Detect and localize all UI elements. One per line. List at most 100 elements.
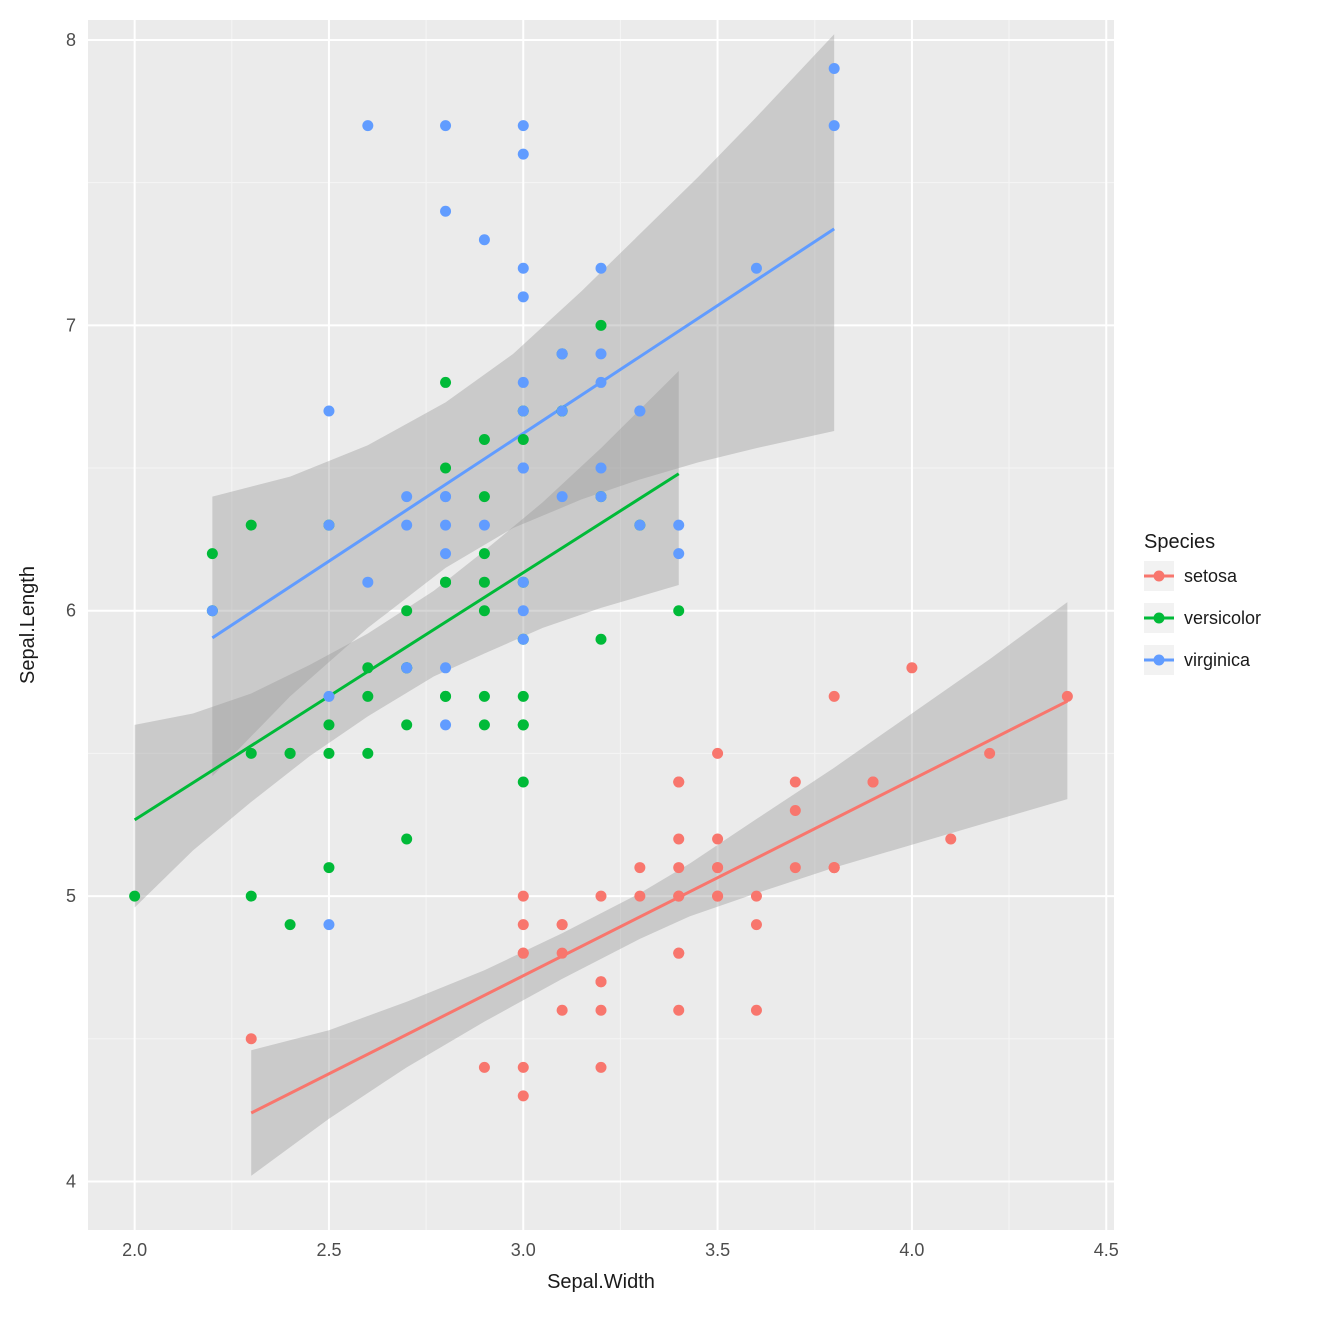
data-point-setosa xyxy=(712,834,723,845)
data-point-setosa xyxy=(518,1090,529,1101)
data-point-virginica xyxy=(751,263,762,274)
data-point-setosa xyxy=(518,919,529,930)
data-point-virginica xyxy=(323,919,334,930)
data-point-setosa xyxy=(829,691,840,702)
data-point-versicolor xyxy=(246,891,257,902)
data-point-virginica xyxy=(323,691,334,702)
data-point-virginica xyxy=(518,405,529,416)
data-point-setosa xyxy=(1062,691,1073,702)
data-point-virginica xyxy=(518,263,529,274)
data-point-versicolor xyxy=(479,691,490,702)
data-point-virginica xyxy=(479,234,490,245)
data-point-virginica xyxy=(557,491,568,502)
data-point-virginica xyxy=(440,662,451,673)
data-point-setosa xyxy=(673,862,684,873)
data-point-virginica xyxy=(207,605,218,616)
data-point-virginica xyxy=(596,463,607,474)
data-point-virginica xyxy=(323,520,334,531)
data-point-versicolor xyxy=(479,434,490,445)
data-point-versicolor xyxy=(323,719,334,730)
data-point-versicolor xyxy=(323,862,334,873)
data-point-versicolor xyxy=(518,776,529,787)
data-point-virginica xyxy=(634,405,645,416)
data-point-setosa xyxy=(673,834,684,845)
chart-svg: 2.02.53.03.54.04.545678Sepal.WidthSepal.… xyxy=(0,0,1344,1344)
data-point-setosa xyxy=(246,1033,257,1044)
y-tick-label: 4 xyxy=(66,1171,76,1191)
data-point-versicolor xyxy=(479,605,490,616)
data-point-virginica xyxy=(518,291,529,302)
data-point-setosa xyxy=(596,1005,607,1016)
data-point-setosa xyxy=(790,805,801,816)
data-point-versicolor xyxy=(518,719,529,730)
data-point-virginica xyxy=(440,520,451,531)
data-point-versicolor xyxy=(479,548,490,559)
data-point-setosa xyxy=(479,1062,490,1073)
data-point-setosa xyxy=(518,948,529,959)
x-tick-label: 3.0 xyxy=(511,1240,536,1260)
data-point-setosa xyxy=(557,1005,568,1016)
x-tick-label: 4.5 xyxy=(1094,1240,1119,1260)
legend: Speciessetosaversicolorvirginica xyxy=(1144,531,1261,675)
data-point-virginica xyxy=(479,520,490,531)
data-point-setosa xyxy=(945,834,956,845)
data-point-versicolor xyxy=(323,748,334,759)
scatter-chart: 2.02.53.03.54.04.545678Sepal.WidthSepal.… xyxy=(0,0,1344,1344)
data-point-virginica xyxy=(518,605,529,616)
data-point-setosa xyxy=(829,862,840,873)
data-point-virginica xyxy=(673,520,684,531)
data-point-setosa xyxy=(673,948,684,959)
data-point-versicolor xyxy=(440,377,451,388)
data-point-virginica xyxy=(518,577,529,588)
data-point-versicolor xyxy=(518,691,529,702)
legend-title: Species xyxy=(1144,531,1215,553)
data-point-setosa xyxy=(518,1062,529,1073)
data-point-setosa xyxy=(984,748,995,759)
x-tick-label: 2.0 xyxy=(122,1240,147,1260)
data-point-virginica xyxy=(596,491,607,502)
data-point-setosa xyxy=(712,891,723,902)
data-point-virginica xyxy=(440,548,451,559)
data-point-setosa xyxy=(634,891,645,902)
data-point-setosa xyxy=(906,662,917,673)
data-point-versicolor xyxy=(362,691,373,702)
data-point-versicolor xyxy=(440,691,451,702)
y-tick-label: 8 xyxy=(66,30,76,50)
data-point-virginica xyxy=(596,348,607,359)
data-point-virginica xyxy=(518,634,529,645)
x-tick-label: 3.5 xyxy=(705,1240,730,1260)
data-point-setosa xyxy=(596,976,607,987)
x-tick-label: 4.0 xyxy=(899,1240,924,1260)
data-point-versicolor xyxy=(479,491,490,502)
x-axis-title: Sepal.Width xyxy=(547,1271,655,1293)
data-point-virginica xyxy=(596,263,607,274)
data-point-setosa xyxy=(751,1005,762,1016)
data-point-virginica xyxy=(440,719,451,730)
data-point-setosa xyxy=(712,748,723,759)
data-point-virginica xyxy=(673,548,684,559)
data-point-virginica xyxy=(518,377,529,388)
data-point-versicolor xyxy=(246,748,257,759)
data-point-versicolor xyxy=(401,605,412,616)
x-tick-label: 2.5 xyxy=(316,1240,341,1260)
data-point-versicolor xyxy=(401,719,412,730)
data-point-virginica xyxy=(829,120,840,131)
data-point-setosa xyxy=(751,919,762,930)
data-point-setosa xyxy=(751,891,762,902)
data-point-versicolor xyxy=(246,520,257,531)
data-point-virginica xyxy=(401,662,412,673)
legend-label: virginica xyxy=(1184,650,1251,670)
legend-key-point xyxy=(1154,571,1165,582)
data-point-setosa xyxy=(673,891,684,902)
data-point-versicolor xyxy=(401,834,412,845)
data-point-virginica xyxy=(401,520,412,531)
data-point-setosa xyxy=(790,862,801,873)
y-tick-label: 5 xyxy=(66,886,76,906)
data-point-versicolor xyxy=(479,719,490,730)
data-point-setosa xyxy=(557,919,568,930)
data-point-versicolor xyxy=(596,634,607,645)
data-point-setosa xyxy=(518,891,529,902)
data-point-versicolor xyxy=(285,748,296,759)
data-point-versicolor xyxy=(285,919,296,930)
data-point-setosa xyxy=(596,891,607,902)
